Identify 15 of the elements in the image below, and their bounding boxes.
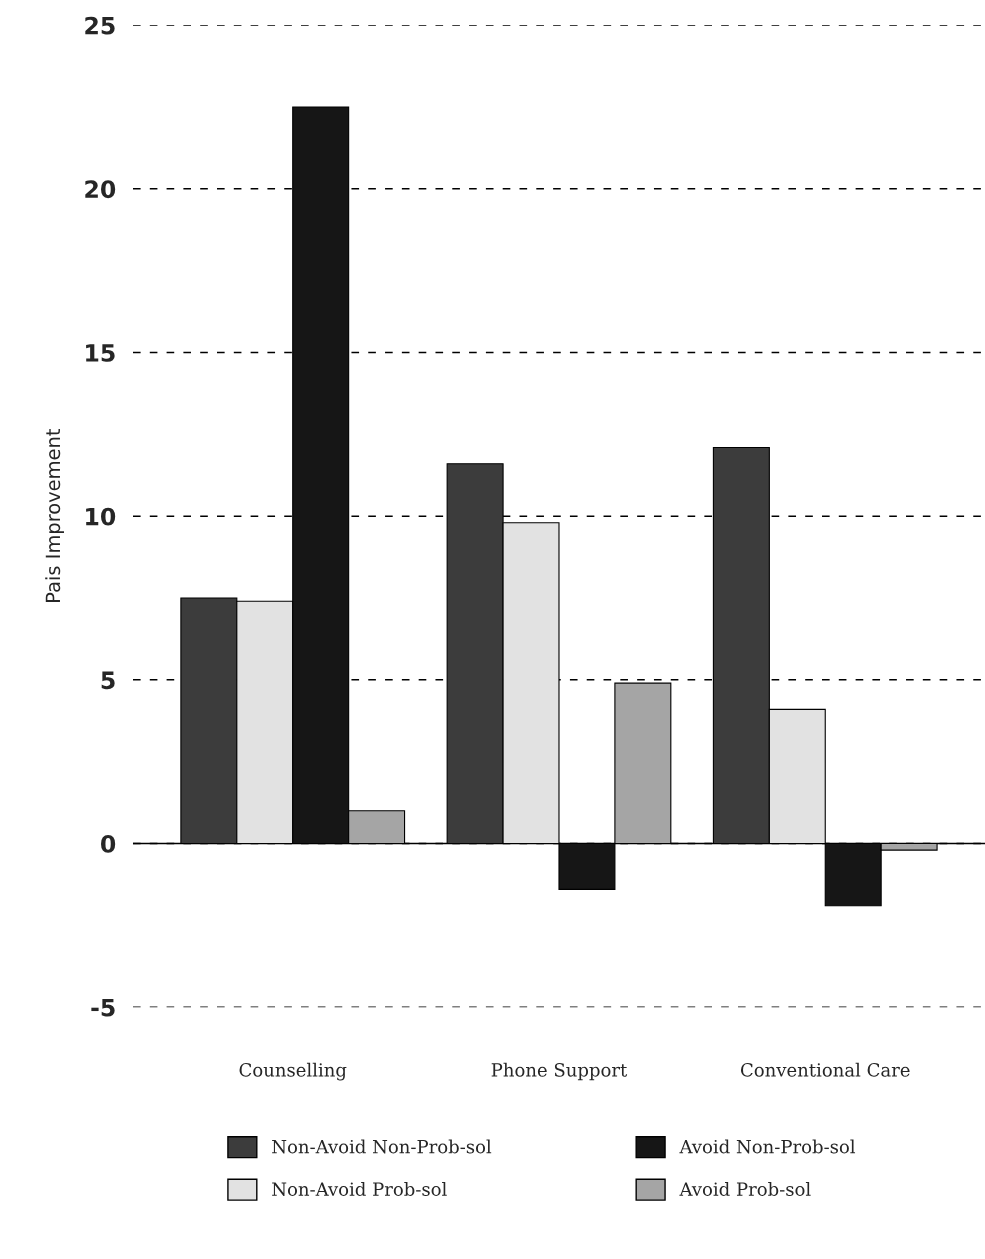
legend-label: Non-Avoid Non-Prob-sol (272, 1139, 492, 1154)
x-tick-label: Counselling (239, 1062, 347, 1081)
y-tick-label: 0 (101, 834, 116, 853)
y-tick-label: 25 (85, 16, 115, 35)
x-tick-label: Phone Support (491, 1062, 628, 1081)
legend-label: Non-Avoid Prob-sol (272, 1181, 447, 1196)
y-tick-label: 20 (85, 180, 116, 199)
x-tick-label: Conventional Care (740, 1062, 910, 1077)
legend-label: Avoid Prob-sol (679, 1181, 811, 1196)
y-tick-label: 10 (86, 507, 116, 526)
y-tick-label: -5 (91, 998, 115, 1017)
y-tick-label: 15 (86, 344, 115, 362)
legend-label: Avoid Non-Prob-sol (679, 1139, 856, 1154)
y-tick-label: 5 (101, 671, 115, 690)
y-axis-title: Pais Improvement (45, 429, 65, 602)
